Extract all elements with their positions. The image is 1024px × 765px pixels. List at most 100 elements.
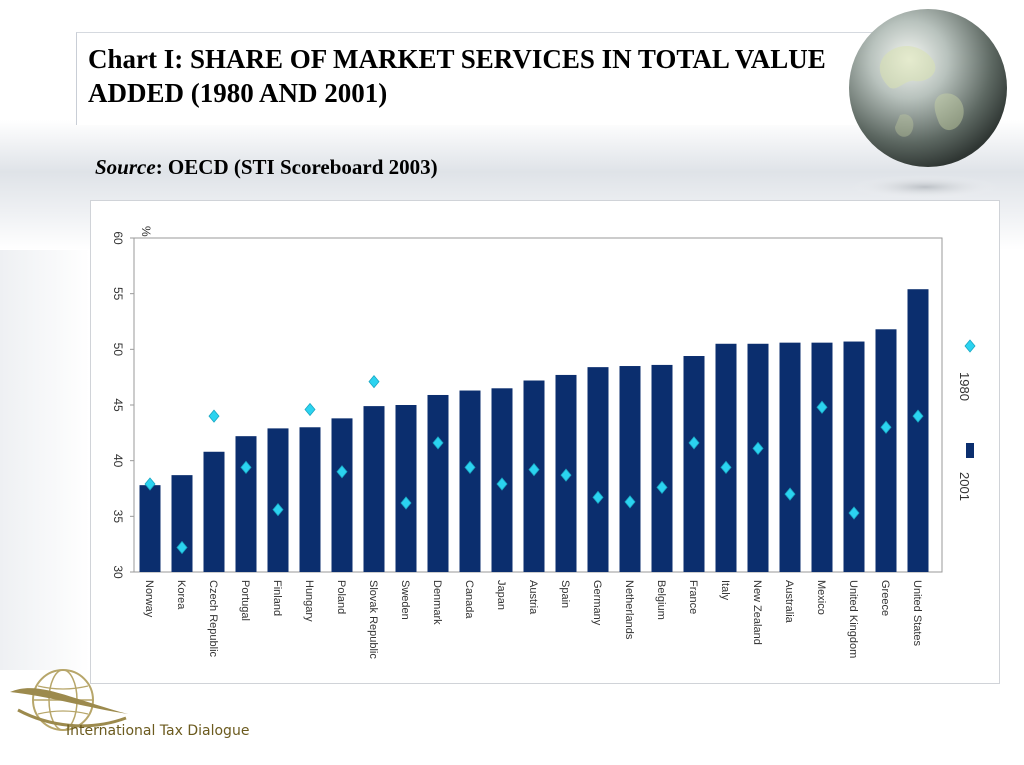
marker-1980: [432, 436, 444, 450]
marker-1980: [208, 409, 220, 423]
bar-2001: [523, 380, 545, 572]
bar-2001: [747, 343, 769, 572]
marker-1980: [656, 480, 668, 495]
bar-2001: [459, 390, 481, 572]
y-tick-label: 40: [111, 454, 125, 468]
marker-1980: [912, 409, 924, 423]
bars-2001: [139, 289, 929, 572]
source-text: : OECD (STI Scoreboard 2003): [155, 155, 438, 179]
y-tick-label: 45: [111, 398, 125, 412]
x-tick-label: Spain: [559, 580, 571, 608]
x-tick-label: France: [687, 580, 699, 614]
y-axis-ticks: 30 35 40 45 50 55 60: [111, 231, 134, 579]
marker-1980: [496, 477, 508, 491]
marker-1980: [464, 460, 476, 474]
bar-2001: [171, 475, 193, 572]
x-tick-label: Portugal: [239, 580, 251, 621]
x-tick-label: Mexico: [815, 580, 827, 615]
y-tick-label: 60: [111, 231, 125, 245]
y-tick-label: 55: [111, 287, 125, 301]
legend-label-2001: 2001: [957, 472, 972, 501]
bar-2001: [587, 367, 609, 572]
bar-2001: [651, 364, 673, 572]
x-tick-label: Canada: [463, 580, 475, 619]
bar-2001: [907, 289, 929, 572]
y-axis-label: %: [139, 226, 153, 237]
bar-2001: [779, 342, 801, 572]
marker-1980: [624, 495, 636, 509]
legend-swatch-2001: [966, 443, 974, 458]
marker-1980: [752, 441, 764, 456]
x-tick-label: Norway: [143, 580, 155, 618]
bar-2001: [235, 436, 257, 572]
marker-1980: [368, 374, 380, 389]
x-tick-label: Austria: [527, 580, 539, 615]
y-tick-label: 35: [111, 510, 125, 524]
bar-2001: [811, 342, 833, 572]
marker-1980: [848, 506, 860, 520]
bar-2001: [619, 366, 641, 572]
x-tick-label: Netherlands: [623, 580, 635, 640]
legend-label-1980: 1980: [957, 372, 972, 401]
globe-image: [849, 9, 1007, 199]
bar-2001: [683, 356, 705, 572]
x-tick-label: Greece: [879, 580, 891, 616]
legend: 1980 2001: [957, 339, 976, 501]
x-tick-label: Hungary: [303, 580, 315, 622]
marker-1980: [336, 465, 348, 479]
y-tick-label: 30: [111, 565, 125, 579]
bar-2001: [395, 405, 417, 572]
marker-1980: [240, 460, 252, 474]
bar-2001: [299, 427, 321, 572]
market-services-chart: % 30 35 40 45 50 55 60 Norway Korea Czech Republ…: [111, 226, 976, 659]
x-tick-label: Belgium: [655, 580, 667, 620]
marker-1980: [688, 436, 700, 450]
bar-2001: [331, 418, 353, 572]
marker-1980: [176, 540, 188, 555]
legend-marker-1980: [964, 339, 976, 353]
x-tick-label: Sweden: [399, 580, 411, 620]
marker-1980: [560, 468, 572, 482]
marker-1980: [400, 496, 412, 510]
marker-1980: [880, 420, 892, 434]
x-tick-label: Poland: [335, 580, 347, 614]
slide-title: Chart I: SHARE OF MARKET SERVICES IN TOT…: [88, 44, 826, 108]
bar-2001: [715, 343, 737, 572]
title-box: [76, 32, 972, 125]
marker-1980: [720, 460, 732, 474]
x-tick-label: Slovak Republic: [367, 580, 379, 659]
bar-2001: [427, 394, 449, 572]
bar-2001: [267, 428, 289, 572]
marker-1980: [144, 477, 156, 491]
bar-2001: [843, 341, 865, 572]
x-tick-label: New Zealand: [751, 580, 763, 645]
x-axis-labels: Norway Korea Czech Republic Portugal Finland…: [143, 580, 923, 659]
x-tick-label: Korea: [175, 580, 187, 610]
itd-logo: [10, 669, 128, 731]
bar-2001: [203, 451, 225, 572]
x-tick-label: Finland: [271, 580, 283, 616]
bar-2001: [363, 406, 385, 572]
x-tick-label: Italy: [719, 580, 731, 601]
x-tick-label: Japan: [495, 580, 507, 610]
x-tick-label: Australia: [783, 580, 795, 624]
source-line: Source: OECD (STI Scoreboard 2003): [95, 155, 438, 180]
marker-1980: [272, 503, 284, 517]
x-tick-label: Denmark: [431, 580, 443, 625]
source-label: Source: [95, 155, 156, 179]
bar-2001: [875, 329, 897, 572]
x-tick-label: Czech Republic: [207, 580, 219, 658]
footer-text: International Tax Dialogue: [66, 723, 250, 739]
marker-1980: [816, 400, 828, 414]
background-left-fade: [0, 250, 90, 670]
markers-1980: [144, 374, 924, 555]
marker-1980: [528, 462, 540, 477]
x-tick-label: Germany: [591, 580, 603, 626]
x-tick-label: United States: [911, 580, 923, 647]
bar-2001: [139, 485, 161, 572]
y-tick-label: 50: [111, 343, 125, 357]
marker-1980: [784, 487, 796, 501]
marker-1980: [304, 402, 316, 417]
marker-1980: [592, 490, 604, 505]
x-tick-label: United Kingdom: [847, 580, 859, 658]
